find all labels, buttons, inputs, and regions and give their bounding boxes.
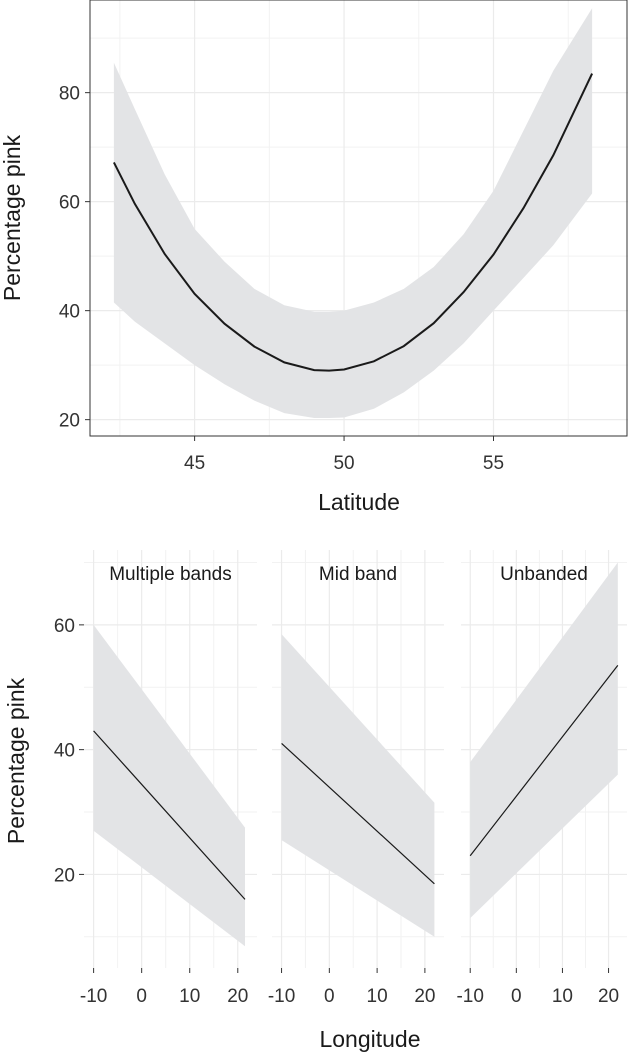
latitude-y-ticks: 20 40 60 80 — [59, 84, 90, 432]
facet-strip-label: Mid band — [319, 564, 397, 585]
latitude-panel: 20 40 60 80 45 50 55 Latitude Percentage pink — [0, 0, 628, 515]
latitude-x-ticks: 45 50 55 — [184, 436, 504, 474]
latitude-x-axis-title: Latitude — [318, 489, 400, 515]
x-tick-label: -10 — [268, 986, 295, 1007]
facet-panel: Multiple bands -10 0 10 20 — [80, 550, 257, 1007]
latitude-panel-border — [89, 0, 628, 437]
x-tick-label: 50 — [333, 453, 354, 474]
y-tick-label: 20 — [59, 411, 80, 432]
x-tick-label: 45 — [184, 453, 205, 474]
facet-panel: Mid band -10 0 10 20 — [268, 550, 444, 1007]
y-tick-label: 60 — [59, 193, 80, 214]
x-tick-label: 10 — [367, 986, 388, 1007]
x-tick-label: -10 — [456, 986, 483, 1007]
y-tick-label: 80 — [59, 84, 80, 105]
confidence-band — [281, 634, 435, 937]
y-tick-label: 40 — [54, 741, 75, 762]
latitude-y-axis-title: Percentage pink — [0, 134, 25, 301]
fit-line — [469, 665, 619, 857]
confidence-band — [93, 624, 245, 947]
latitude-confidence-band — [113, 8, 593, 418]
x-tick-label: 55 — [483, 453, 504, 474]
y-tick-label: 60 — [54, 616, 75, 637]
facet-panel: Unbanded -10 0 10 20 — [456, 550, 627, 1007]
latitude-fit-line — [113, 73, 594, 372]
longitude-x-axis-title: Longitude — [319, 1026, 420, 1052]
longitude-y-ticks: 20 40 60 — [54, 616, 84, 886]
facet-strip-label: Unbanded — [500, 564, 588, 585]
confidence-band — [470, 562, 618, 919]
x-tick-label: 20 — [598, 986, 619, 1007]
x-tick-label: 10 — [552, 986, 573, 1007]
x-tick-label: 0 — [324, 986, 335, 1007]
fit-line — [93, 730, 246, 900]
longitude-y-axis-title: Percentage pink — [3, 677, 29, 844]
x-tick-label: 10 — [179, 986, 200, 1007]
facet-strip-label: Multiple bands — [109, 564, 232, 585]
y-tick-label: 20 — [54, 865, 75, 886]
x-tick-label: 20 — [227, 986, 248, 1007]
fit-line — [281, 742, 435, 885]
x-tick-label: 0 — [511, 986, 522, 1007]
x-tick-label: 20 — [414, 986, 435, 1007]
y-tick-label: 40 — [59, 302, 80, 323]
x-tick-label: -10 — [80, 986, 107, 1007]
x-tick-label: 0 — [136, 986, 147, 1007]
